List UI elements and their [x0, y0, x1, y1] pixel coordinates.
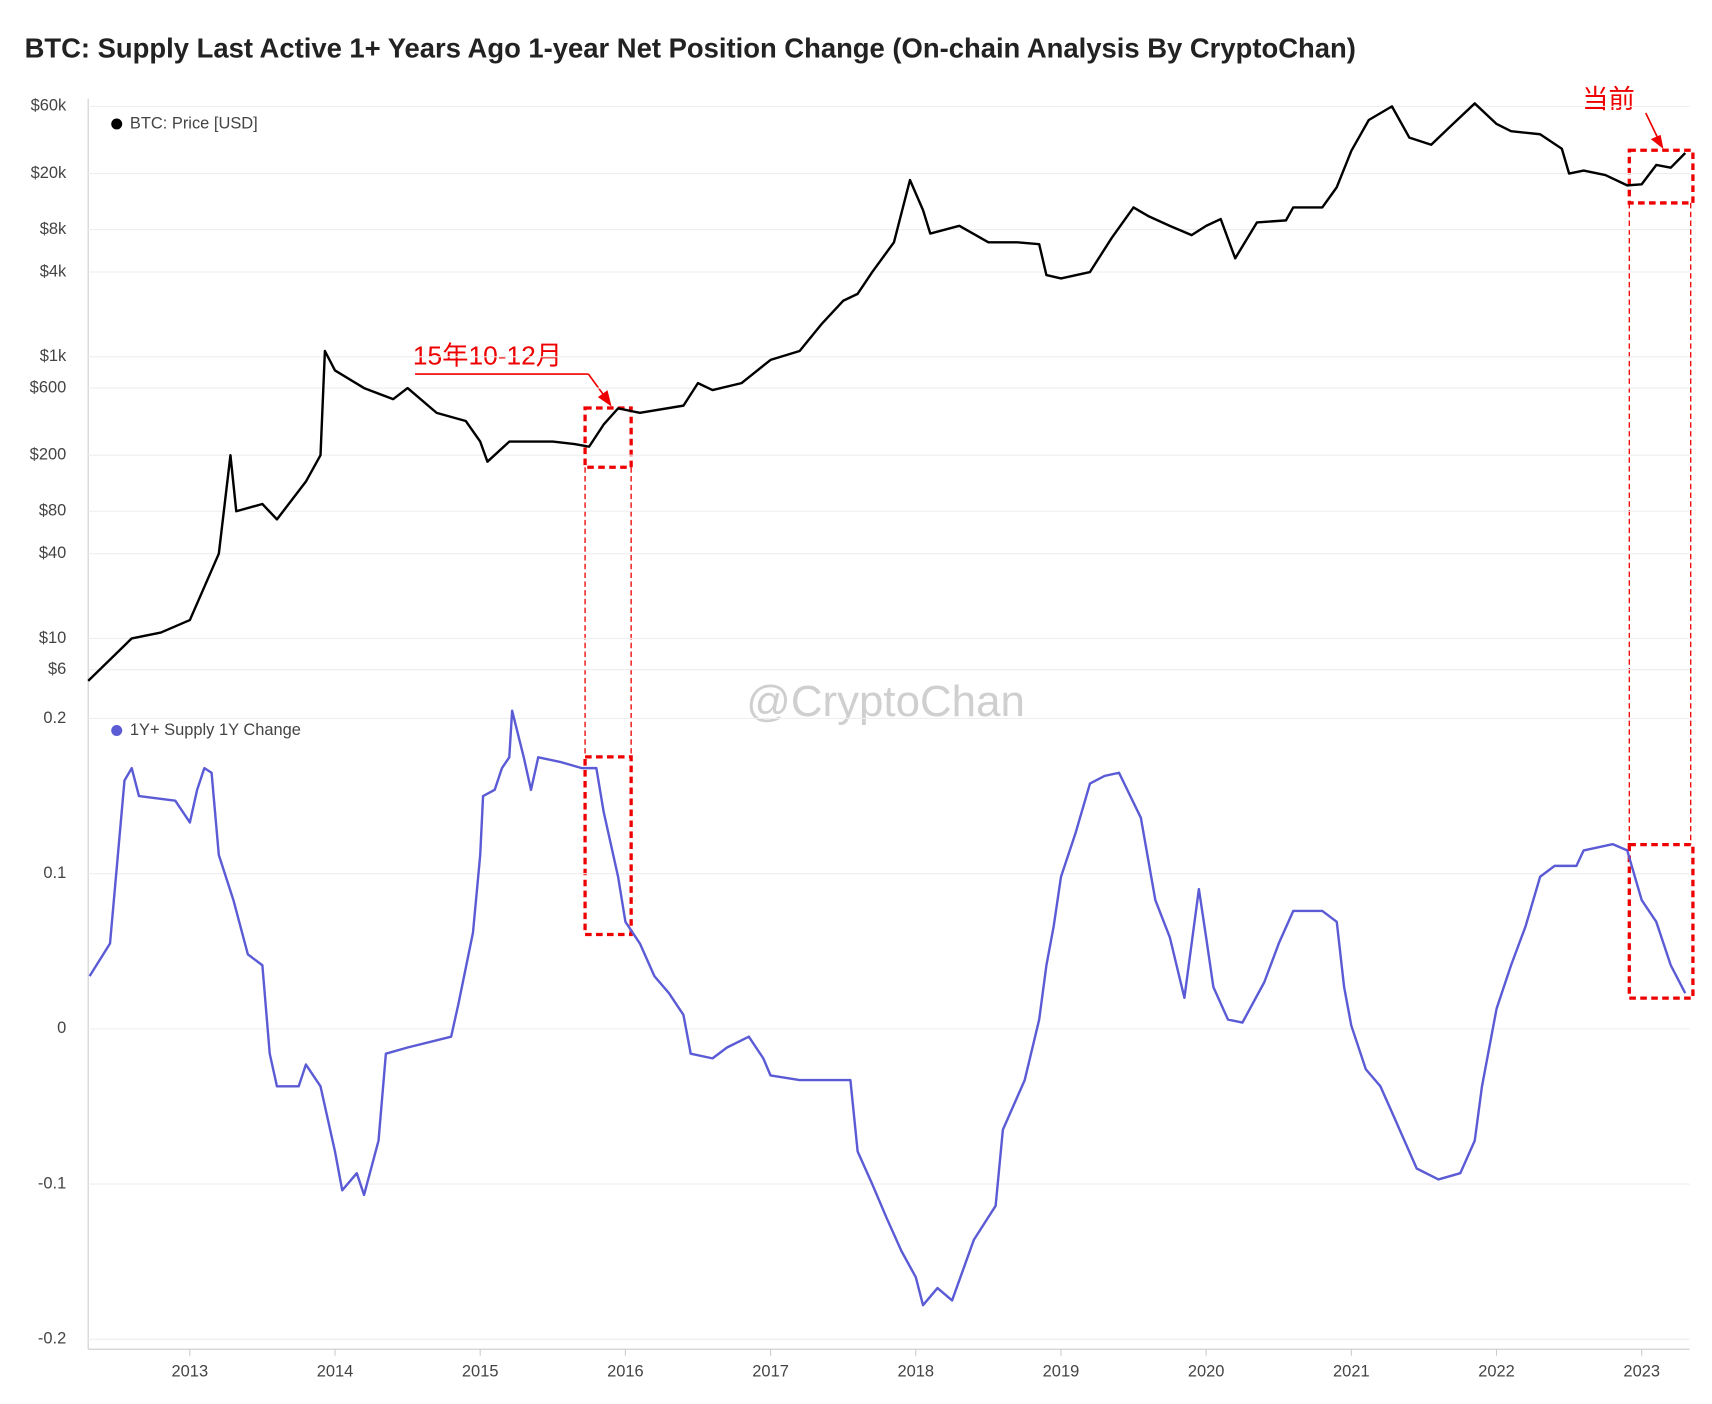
- y-tick-label: $4k: [40, 262, 67, 280]
- annotation: 15年10-12月: [413, 341, 562, 371]
- y-tick-label: $200: [30, 446, 67, 464]
- y-tick-label: -0.1: [38, 1174, 66, 1192]
- legend-marker: [111, 725, 123, 737]
- y-tick-label: $80: [39, 502, 66, 520]
- y-tick-label: 0.2: [43, 709, 66, 727]
- series-line: [88, 709, 1687, 1307]
- y-tick-label: $600: [30, 378, 67, 396]
- chart-title: BTC: Supply Last Active 1+ Years Ago 1-y…: [25, 33, 1356, 64]
- highlight-box: [1627, 148, 1695, 205]
- highlight-box: [1627, 842, 1695, 1000]
- x-tick-label: 2015: [462, 1363, 499, 1381]
- x-tick-label: 2023: [1623, 1363, 1660, 1381]
- y-tick-label: 0.1: [43, 864, 66, 882]
- y-tick-label: 0: [57, 1019, 66, 1037]
- y-tick-label: $6: [48, 660, 66, 678]
- legend-label: 1Y+ Supply 1Y Change: [130, 721, 301, 739]
- x-tick-label: 2020: [1188, 1363, 1225, 1381]
- x-tick-label: 2022: [1478, 1363, 1515, 1381]
- y-tick-label: $8k: [40, 220, 67, 238]
- x-tick-label: 2017: [752, 1363, 789, 1381]
- x-tick-label: 2013: [172, 1363, 209, 1381]
- x-tick-label: 2014: [317, 1363, 354, 1381]
- x-tick-label: 2016: [607, 1363, 644, 1381]
- watermark: @CryptoChan: [746, 677, 1025, 726]
- connector-lines: [584, 202, 1692, 845]
- y-tick-label: $20k: [31, 164, 67, 182]
- highlight-boxes: [583, 148, 1695, 1000]
- legend-marker: [111, 118, 123, 130]
- y-tick-label: $10: [39, 629, 66, 647]
- x-tick-label: 2021: [1333, 1363, 1370, 1381]
- legend-label: BTC: Price [USD]: [130, 114, 258, 132]
- y-tick-label: $1k: [40, 347, 67, 365]
- x-tick-label: 2019: [1043, 1363, 1080, 1381]
- series-line: [87, 102, 1687, 682]
- highlight-box: [583, 755, 633, 937]
- x-tick-label: 2018: [897, 1363, 934, 1381]
- highlight-box: [583, 406, 633, 469]
- annotation-arrows: [415, 112, 1664, 407]
- y-tick-label: -0.2: [38, 1330, 66, 1348]
- y-tick-label: $40: [39, 544, 66, 562]
- y-tick-label: $60k: [31, 97, 67, 115]
- annotation: 当前: [1582, 84, 1635, 114]
